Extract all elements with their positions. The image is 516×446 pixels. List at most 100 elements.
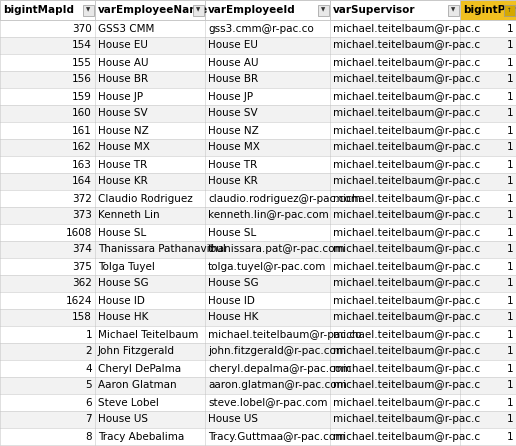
- Bar: [448, 4, 459, 16]
- Text: 4: 4: [85, 363, 92, 373]
- Bar: [0, 156, 516, 173]
- Bar: [0, 105, 516, 122]
- Text: steve.lobel@r-pac.com: steve.lobel@r-pac.com: [208, 397, 328, 408]
- Text: Thanissara Pathanavibul: Thanissara Pathanavibul: [98, 244, 226, 255]
- Text: michael.teitelbaum@r-pac.c: michael.teitelbaum@r-pac.c: [333, 41, 480, 50]
- Bar: [0, 122, 516, 139]
- Text: 1: 1: [506, 227, 513, 238]
- Text: 1: 1: [506, 278, 513, 289]
- Text: kenneth.lin@r-pac.com: kenneth.lin@r-pac.com: [208, 211, 329, 220]
- Text: tolga.tuyel@r-pac.com: tolga.tuyel@r-pac.com: [208, 261, 327, 272]
- Text: 155: 155: [72, 58, 92, 67]
- Text: 1: 1: [506, 74, 513, 84]
- Text: 375: 375: [72, 261, 92, 272]
- Text: 373: 373: [72, 211, 92, 220]
- Text: John Fitzgerald: John Fitzgerald: [98, 347, 175, 356]
- Text: michael.teitelbaum@r-pac.c: michael.teitelbaum@r-pac.c: [333, 58, 480, 67]
- Bar: [0, 275, 516, 292]
- Text: House TR: House TR: [98, 160, 147, 169]
- Text: 374: 374: [72, 244, 92, 255]
- Text: claudio.rodriguez@r-pac.com: claudio.rodriguez@r-pac.com: [208, 194, 361, 203]
- Text: Michael Teitelbaum: Michael Teitelbaum: [98, 330, 198, 339]
- Bar: [0, 224, 516, 241]
- Text: House BR: House BR: [98, 74, 148, 84]
- Text: House MX: House MX: [98, 143, 150, 153]
- Text: Kenneth Lin: Kenneth Lin: [98, 211, 159, 220]
- Bar: [0, 309, 516, 326]
- Text: ▼: ▼: [452, 8, 456, 12]
- Text: House ID: House ID: [208, 296, 255, 306]
- Text: Tolga Tuyel: Tolga Tuyel: [98, 261, 155, 272]
- Bar: [0, 0, 95, 20]
- Text: 1: 1: [506, 125, 513, 136]
- Text: 1: 1: [506, 24, 513, 33]
- Text: 163: 163: [72, 160, 92, 169]
- Text: michael.teitelbaum@r-pac.c: michael.teitelbaum@r-pac.c: [333, 160, 480, 169]
- Text: michael.teitelbaum@r-pac.c: michael.teitelbaum@r-pac.c: [333, 143, 480, 153]
- Bar: [0, 20, 516, 37]
- Text: michael.teitelbaum@r-pac.c: michael.teitelbaum@r-pac.c: [333, 177, 480, 186]
- Text: 1: 1: [506, 177, 513, 186]
- Bar: [0, 71, 516, 88]
- Text: varEmployeeId: varEmployeeId: [208, 5, 296, 15]
- Text: 1: 1: [506, 397, 513, 408]
- Text: 1: 1: [506, 363, 513, 373]
- Text: michael.teitelbaum@r-pac.c: michael.teitelbaum@r-pac.c: [333, 91, 480, 102]
- Text: 1: 1: [506, 244, 513, 255]
- Text: michael.teitelbaum@r-pac.c: michael.teitelbaum@r-pac.c: [333, 125, 480, 136]
- Text: michael.teitelbaum@r-pac.c: michael.teitelbaum@r-pac.c: [333, 108, 480, 119]
- Text: michael.teitelbaum@r-pac.c: michael.teitelbaum@r-pac.c: [333, 261, 480, 272]
- Text: House NZ: House NZ: [98, 125, 149, 136]
- Bar: [193, 4, 204, 16]
- Text: 6: 6: [85, 397, 92, 408]
- Text: House KR: House KR: [208, 177, 258, 186]
- Bar: [0, 343, 516, 360]
- Text: House SL: House SL: [208, 227, 256, 238]
- Text: 362: 362: [72, 278, 92, 289]
- Text: 1: 1: [506, 91, 513, 102]
- Text: 372: 372: [72, 194, 92, 203]
- Text: House BR: House BR: [208, 74, 258, 84]
- Text: House ID: House ID: [98, 296, 145, 306]
- Text: 1: 1: [506, 194, 513, 203]
- Text: 1: 1: [506, 431, 513, 442]
- Text: ▼: ▼: [197, 8, 201, 12]
- Text: House SG: House SG: [98, 278, 149, 289]
- Text: 162: 162: [72, 143, 92, 153]
- Bar: [0, 326, 516, 343]
- Text: 159: 159: [72, 91, 92, 102]
- Text: michael.teitelbaum@r-pac.c: michael.teitelbaum@r-pac.c: [333, 24, 480, 33]
- Text: michael.teitelbaum@r-pac.c: michael.teitelbaum@r-pac.c: [333, 397, 480, 408]
- Bar: [0, 360, 516, 377]
- Text: michael.teitelbaum@r-pac.c: michael.teitelbaum@r-pac.c: [333, 227, 480, 238]
- Bar: [83, 4, 94, 16]
- Bar: [0, 428, 516, 445]
- Text: 156: 156: [72, 74, 92, 84]
- Text: 1: 1: [506, 160, 513, 169]
- Bar: [0, 377, 516, 394]
- Text: House HK: House HK: [98, 313, 149, 322]
- Text: michael.teitelbaum@r-pac.c: michael.teitelbaum@r-pac.c: [333, 74, 480, 84]
- Bar: [0, 258, 516, 275]
- Text: michael.teitelbaum@r-pac.c: michael.teitelbaum@r-pac.c: [333, 296, 480, 306]
- Bar: [0, 411, 516, 428]
- Text: varSupervisor: varSupervisor: [333, 5, 415, 15]
- Text: michael.teitelbaum@r-pac.co: michael.teitelbaum@r-pac.co: [208, 330, 362, 339]
- Text: 154: 154: [72, 41, 92, 50]
- Bar: [330, 0, 460, 20]
- Text: ▼: ▼: [321, 8, 326, 12]
- Text: 1: 1: [506, 296, 513, 306]
- Text: House SG: House SG: [208, 278, 259, 289]
- Bar: [0, 394, 516, 411]
- Text: bigintMapId: bigintMapId: [3, 5, 74, 15]
- Text: michael.teitelbaum@r-pac.c: michael.teitelbaum@r-pac.c: [333, 244, 480, 255]
- Text: 1: 1: [506, 108, 513, 119]
- Text: 1: 1: [506, 58, 513, 67]
- Text: 1: 1: [506, 261, 513, 272]
- Text: 370: 370: [72, 24, 92, 33]
- Text: 1608: 1608: [66, 227, 92, 238]
- Text: House AU: House AU: [98, 58, 149, 67]
- Text: bigintParentId: bigintParentId: [463, 5, 516, 15]
- Bar: [205, 0, 330, 20]
- Text: michael.teitelbaum@r-pac.c: michael.teitelbaum@r-pac.c: [333, 431, 480, 442]
